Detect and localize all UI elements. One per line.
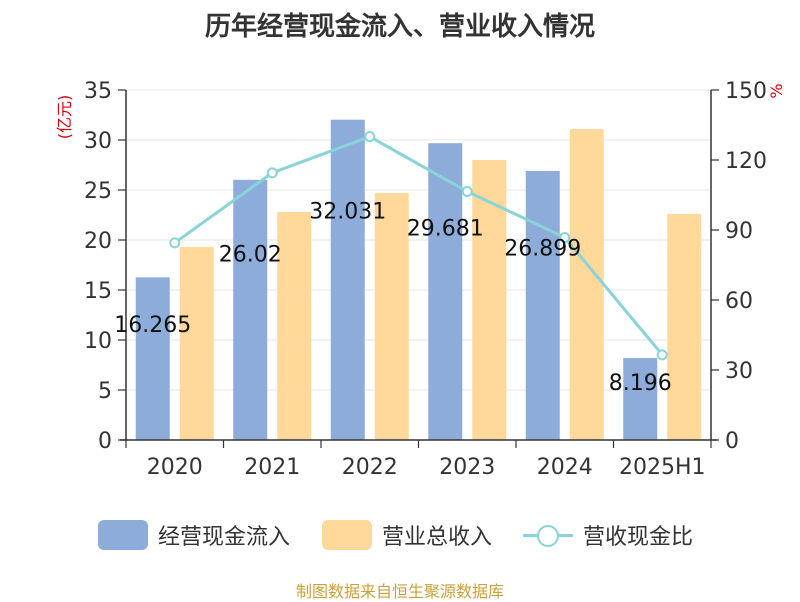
legend-item-cash-ratio[interactable]: 营收现金比 [523,518,693,552]
y-right-tick-label-5: 150 [725,79,767,104]
y-left-tick-label-3: 15 [84,279,112,304]
bar-revenue-2020[interactable] [179,247,214,440]
data-label-cash-inflow-2020: 16.265 [114,313,191,338]
y-axis-left-title: (亿元) [55,95,74,140]
chart-title: 历年经营现金流入、营业收入情况 [204,12,595,42]
y-right-tick-label-1: 30 [725,359,753,384]
y-axis-right-title: % [767,83,786,98]
x-tick-label-2021: 2021 [244,455,300,480]
point-cash-ratio-2021[interactable] [266,167,278,179]
y-left-tick-label-5: 25 [84,179,112,204]
y-right-tick-label-2: 60 [725,289,753,314]
x-tick-label-2023: 2023 [439,455,495,480]
point-cash-ratio-2020[interactable] [169,237,181,249]
point-cash-ratio-2022[interactable] [364,131,376,143]
legend-item-cash-inflow[interactable]: 经营现金流入 [98,518,290,552]
chart-legend: 经营现金流入 营业总收入 营收现金比 [0,518,800,552]
data-label-cash-inflow-2025H1: 8.196 [609,371,672,396]
y-right-tick-label-3: 90 [725,219,753,244]
legend-line-cash-ratio [523,520,573,550]
point-cash-ratio-2025H1[interactable] [656,349,668,361]
data-label-cash-inflow-2022: 32.031 [309,199,386,224]
data-label-cash-inflow-2021: 26.02 [219,243,282,268]
y-left-tick-label-1: 5 [98,379,112,404]
bar-revenue-2021[interactable] [277,212,312,440]
data-source-note: 制图数据来自恒生聚源数据库 [295,582,504,601]
data-label-cash-inflow-2024: 26.899 [504,236,581,261]
bar-cash-inflow-2021[interactable] [233,179,268,441]
x-tick-label-2025H1: 2025H1 [619,455,706,480]
y-left-tick-label-6: 30 [84,129,112,154]
x-tick-label-2022: 2022 [342,455,398,480]
legend-item-revenue[interactable]: 营业总收入 [322,518,492,552]
bar-cash-inflow-2023[interactable] [428,143,463,440]
bar-cash-inflow-2024[interactable] [525,171,560,440]
bar-cash-inflow-2020[interactable] [135,277,170,440]
legend-swatch-cash-inflow [98,520,148,550]
bar-revenue-2025H1[interactable] [667,214,702,440]
y-left-tick-label-2: 10 [84,329,112,354]
legend-label-cash-ratio: 营收现金比 [583,525,694,550]
legend-label-revenue: 营业总收入 [382,525,493,550]
legend-label-cash-inflow: 经营现金流入 [158,525,291,550]
point-cash-ratio-2023[interactable] [461,186,473,197]
point-cash-ratio-2024[interactable] [559,231,571,243]
x-tick-label-2020: 2020 [147,455,203,480]
bar-cash-inflow-2022[interactable] [330,119,365,440]
bar-cash-inflow-2025H1[interactable] [623,358,658,440]
bar-revenue-2022[interactable] [374,193,409,440]
x-tick-label-2024: 2024 [537,455,593,480]
data-label-cash-inflow-2023: 29.681 [407,216,484,241]
y-right-tick-label-4: 120 [725,149,767,174]
y-right-tick-label-0: 0 [725,429,739,454]
legend-swatch-revenue [322,520,372,550]
bar-revenue-2024[interactable] [569,129,604,440]
line-cash-ratio [173,135,664,356]
y-left-tick-label-0: 0 [98,429,112,454]
y-left-tick-label-4: 20 [84,229,112,254]
y-left-tick-label-7: 35 [84,79,112,104]
